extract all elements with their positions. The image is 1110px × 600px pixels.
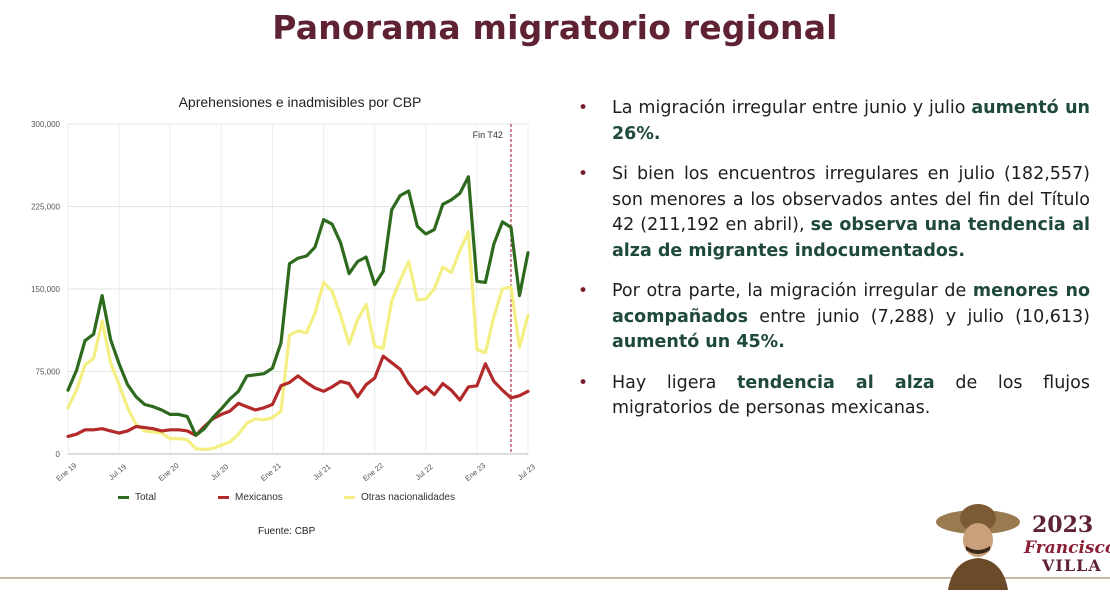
bullet-list: • La migración irregular entre junio y ju… (578, 96, 1090, 437)
logo-name-last: VILLA (1042, 556, 1102, 575)
bullet-dot-icon: • (578, 164, 589, 184)
series-line-otras-nacionalidades (66, 230, 530, 452)
legend-label: Total (135, 492, 157, 503)
bullet-dot-icon: • (578, 98, 589, 118)
fin-t42-label: Fin T42 (473, 130, 503, 140)
legend-item: Otras nacionalidades (344, 492, 455, 503)
chart-source: Fuente: CBP (258, 526, 316, 537)
legend-item: Mexicanos (218, 492, 283, 503)
bullet-highlight: menores no acompañados (612, 281, 1090, 327)
bullet-dot-icon: • (578, 281, 589, 301)
x-tick-label: Ene 22 (361, 461, 385, 483)
x-tick-label: Jul 21 (311, 462, 332, 482)
bullet-highlight: tendencia al alza (737, 372, 935, 393)
x-tick-label: Ene 19 (54, 461, 78, 483)
x-tick-label: Ene 20 (157, 461, 181, 483)
x-tick-label: Ene 23 (463, 461, 487, 483)
bullet-highlight: aumentó un 45%. (612, 332, 785, 352)
legend-item: Total (118, 492, 156, 503)
slide-title: Panorama migratorio regional (272, 8, 838, 47)
bullet-text: de los flujos migratorios de personas me… (612, 372, 1090, 419)
chart-title: Aprehensiones e inadmisibles por CBP (178, 94, 422, 110)
bullet-dot-icon: • (578, 372, 589, 393)
y-tick-label: 75,000 (36, 368, 61, 377)
series-line-total (66, 175, 530, 437)
x-tick-label: Jul 23 (516, 462, 537, 482)
y-tick-label: 0 (56, 450, 61, 459)
legend-label: Otras nacionalidades (361, 492, 455, 503)
legend-swatch (218, 495, 229, 499)
bullet-highlight: se observa una tendencia al alza de migr… (612, 215, 1090, 261)
bullet-text: Hay ligera (612, 372, 738, 393)
line-chart: 0 75,000 150,000 225,000 300,000 Ene 19 Jul 19… (31, 120, 537, 483)
legend-swatch (344, 495, 355, 499)
portrait-icon (936, 504, 1020, 590)
logo-year: 2023 (1032, 512, 1094, 538)
legend-swatch (118, 495, 129, 499)
bullet-text: Si bien los encuentros irregulares en ju… (612, 164, 1090, 235)
francisco-villa-2023-logo: 2023 Francisco VILLA (928, 500, 1110, 590)
bullet-text: La migración irregular entre junio y jul… (612, 98, 972, 118)
y-tick-label: 225,000 (31, 203, 60, 212)
y-tick-label: 300,000 (31, 120, 60, 129)
bullet-item: • Si bien los encuentros irregulares en j… (578, 162, 1090, 264)
bullet-text: entre junio (7,288) y julio (10,613) (748, 306, 1090, 327)
x-tick-label: Jul 19 (107, 462, 128, 482)
series-line-mexicanos (66, 354, 530, 438)
bullet-text: Por otra parte, la migración irregular d… (612, 281, 973, 301)
bullet-item: • Por otra parte, la migración irregular … (578, 279, 1090, 356)
legend-label: Mexicanos (235, 492, 283, 503)
logo-name-first: Francisco (1024, 538, 1110, 558)
footer-divider (0, 577, 1110, 579)
x-tick-label: Jul 20 (209, 462, 230, 482)
x-tick-label: Ene 21 (259, 461, 283, 483)
y-tick-label: 150,000 (31, 285, 60, 294)
x-tick-label: Jul 22 (414, 462, 435, 482)
bullet-item: • La migración irregular entre junio y ju… (578, 96, 1090, 147)
bullet-item: • Hay ligera tendencia al alza de los flu… (578, 371, 1090, 422)
bullet-highlight: aumentó un 26%. (612, 98, 1090, 144)
